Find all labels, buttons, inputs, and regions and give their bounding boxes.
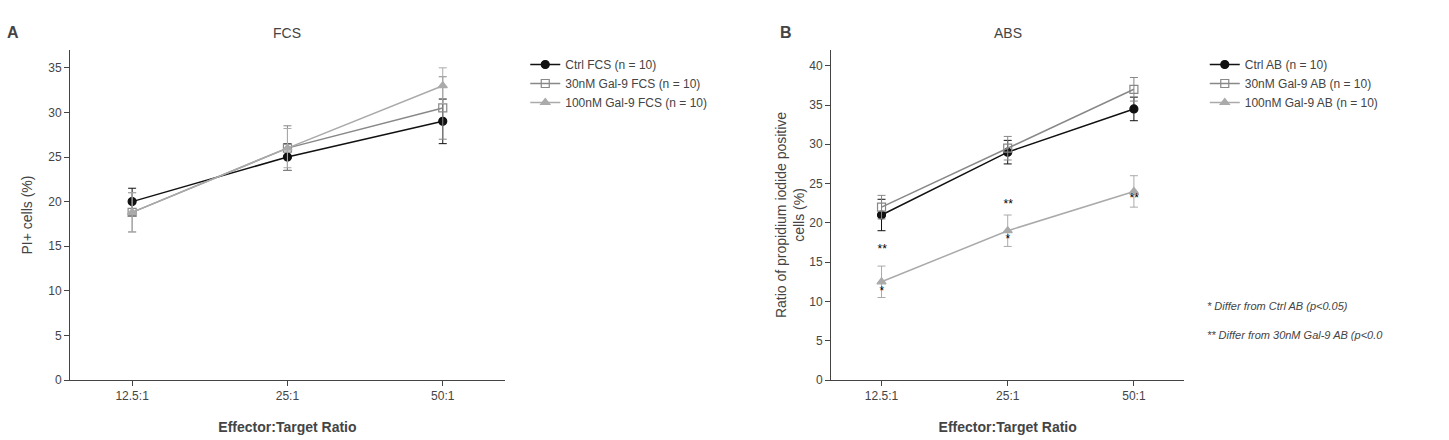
svg-text:25:1: 25:1	[996, 389, 1020, 403]
svg-text:25:1: 25:1	[276, 389, 300, 403]
svg-text:10: 10	[809, 295, 823, 309]
svg-text:10: 10	[48, 284, 62, 298]
svg-text:0: 0	[55, 373, 62, 387]
svg-text:** Differ from 30nM Gal-9 AB (: ** Differ from 30nM Gal-9 AB (p<0.0	[1207, 329, 1383, 341]
svg-text:30nM Gal-9 FCS (n = 10): 30nM Gal-9 FCS (n = 10)	[565, 77, 700, 91]
svg-text:30: 30	[809, 137, 823, 151]
svg-text:20: 20	[48, 195, 62, 209]
svg-text:A: A	[7, 24, 19, 41]
svg-text:0: 0	[816, 373, 823, 387]
svg-text:B: B	[780, 24, 792, 41]
svg-text:ABS: ABS	[994, 25, 1022, 41]
svg-text:50:1: 50:1	[431, 389, 455, 403]
svg-text:50:1: 50:1	[1122, 389, 1146, 403]
svg-text:15: 15	[48, 239, 62, 253]
svg-text:Effector:Target Ratio: Effector:Target Ratio	[218, 419, 356, 435]
svg-text:35: 35	[48, 61, 62, 75]
svg-text:35: 35	[809, 98, 823, 112]
svg-text:20: 20	[809, 216, 823, 230]
svg-text:30: 30	[48, 106, 62, 120]
svg-text:25: 25	[48, 150, 62, 164]
svg-text:**: **	[1003, 197, 1013, 211]
svg-text:5: 5	[55, 329, 62, 343]
svg-text:100nM Gal-9 FCS (n = 10): 100nM Gal-9 FCS (n = 10)	[565, 96, 707, 110]
svg-text:12.5:1: 12.5:1	[115, 389, 149, 403]
svg-text:*: *	[879, 284, 884, 298]
svg-text:**: **	[1129, 191, 1139, 205]
svg-text:Ratio of propidium iodide posi: Ratio of propidium iodide positivecells …	[773, 112, 807, 318]
svg-text:5: 5	[816, 334, 823, 348]
svg-text:30nM Gal-9 AB (n = 10): 30nM Gal-9 AB (n = 10)	[1245, 77, 1371, 91]
svg-text:25: 25	[809, 177, 823, 191]
svg-text:Ctrl FCS (n = 10): Ctrl FCS (n = 10)	[565, 58, 656, 72]
svg-text:12.5:1: 12.5:1	[865, 389, 899, 403]
svg-text:100nM Gal-9 AB (n = 10): 100nM Gal-9 AB (n = 10)	[1245, 96, 1378, 110]
svg-text:Effector:Target Ratio: Effector:Target Ratio	[939, 419, 1077, 435]
svg-text:**: **	[877, 242, 887, 256]
svg-text:Ctrl AB (n = 10): Ctrl AB (n = 10)	[1245, 58, 1327, 72]
svg-text:FCS: FCS	[273, 25, 301, 41]
svg-text:*: *	[1005, 232, 1010, 246]
svg-text:PI+ cells (%): PI+ cells (%)	[19, 176, 35, 255]
svg-text:* Differ from Ctrl AB (p<0.05): * Differ from Ctrl AB (p<0.05)	[1207, 300, 1348, 312]
svg-text:15: 15	[809, 255, 823, 269]
svg-text:40: 40	[809, 59, 823, 73]
